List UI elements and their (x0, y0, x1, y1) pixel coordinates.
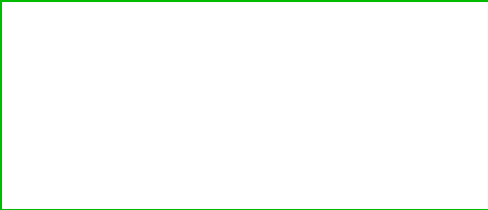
Bar (0, 86, 105, 117)
Bar (105, 0, 232, 54)
Text: No.: No. (254, 65, 273, 75)
Bar (359, 0, 488, 54)
Text: 84.21: 84.21 (185, 189, 215, 200)
Text: 5: 5 (387, 97, 394, 107)
Bar (359, 54, 423, 86)
Text: Microalbuminuria
Positiva: Microalbuminuria Positiva (117, 16, 220, 38)
Bar (232, 179, 295, 210)
Bar (168, 117, 232, 148)
Text: No.: No. (381, 65, 401, 75)
Text: 19: 19 (385, 189, 398, 200)
Text: 26.32: 26.32 (185, 97, 215, 107)
Text: < 10: < 10 (40, 97, 65, 107)
Bar (295, 54, 359, 86)
Text: 15.79: 15.79 (312, 189, 342, 200)
Text: Cigarrillos / día: Cigarrillos / día (8, 38, 97, 48)
Bar (168, 148, 232, 179)
Bar (423, 117, 488, 148)
Bar (423, 54, 488, 86)
Text: 10 - 20: 10 - 20 (34, 127, 71, 138)
Text: 0: 0 (260, 97, 267, 107)
Text: 31.58: 31.58 (185, 127, 215, 138)
Bar (105, 179, 168, 210)
Text: No.: No. (127, 65, 146, 75)
Text: Total: Total (38, 189, 67, 200)
Text: Microalbuminuria
Negativa: Microalbuminuria Negativa (244, 16, 347, 38)
Bar (0, 148, 105, 179)
Bar (295, 117, 359, 148)
Bar (295, 86, 359, 117)
Bar (423, 179, 488, 210)
Bar (168, 86, 232, 117)
Bar (295, 179, 359, 210)
Bar (295, 148, 359, 179)
Text: 7: 7 (387, 159, 394, 169)
Text: %: % (451, 65, 461, 75)
Text: 16: 16 (130, 189, 143, 200)
Text: %: % (195, 65, 205, 75)
Text: Total: Total (409, 22, 438, 32)
Bar (105, 54, 168, 86)
Text: %: % (322, 65, 332, 75)
Text: 26.32: 26.32 (185, 159, 215, 169)
Bar (359, 179, 423, 210)
Bar (232, 54, 295, 86)
Text: 7: 7 (387, 127, 394, 138)
Bar (359, 148, 423, 179)
Text: 5.26: 5.26 (315, 127, 339, 138)
Bar (105, 86, 168, 117)
Bar (359, 86, 423, 117)
Bar (105, 117, 168, 148)
Bar (423, 86, 488, 117)
Text: 5: 5 (133, 97, 140, 107)
Text: 3: 3 (260, 189, 267, 200)
Text: >20: >20 (41, 159, 63, 169)
Text: 0: 0 (324, 97, 330, 107)
Text: 5: 5 (133, 159, 140, 169)
Text: 6: 6 (133, 127, 140, 138)
Bar (423, 148, 488, 179)
Text: 10.53: 10.53 (312, 159, 342, 169)
Text: 26.32: 26.32 (441, 97, 470, 107)
Bar (359, 117, 423, 148)
Text: 100: 100 (446, 189, 466, 200)
Bar (232, 86, 295, 117)
Text: 36.84: 36.84 (441, 159, 470, 169)
Bar (0, 117, 105, 148)
Text: 2: 2 (260, 159, 267, 169)
Bar (0, 179, 105, 210)
Bar (168, 179, 232, 210)
Bar (232, 0, 359, 54)
Text: 36.84: 36.84 (441, 127, 470, 138)
Bar (232, 117, 295, 148)
Bar (168, 54, 232, 86)
Bar (232, 148, 295, 179)
Bar (0, 0, 105, 86)
Bar (105, 148, 168, 179)
Text: 1: 1 (260, 127, 267, 138)
